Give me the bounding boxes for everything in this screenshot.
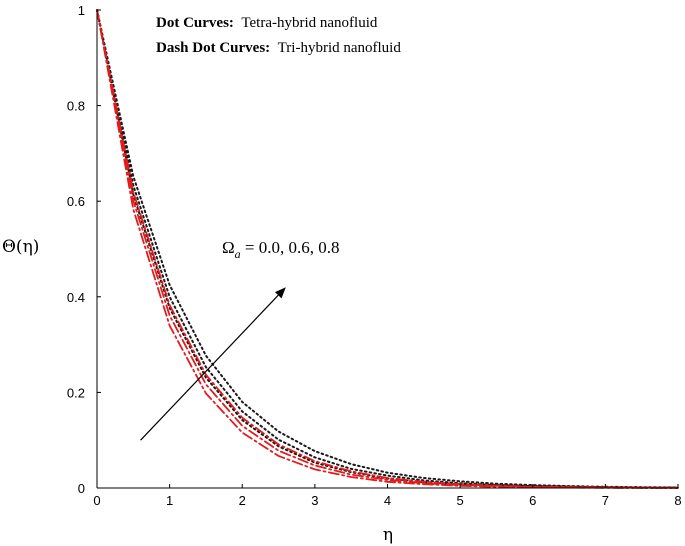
tetra-hybrid-curve (96, 9, 679, 489)
y-tick-label: 0.6 (67, 194, 85, 209)
x-ticks: 0 1 2 3 4 5 6 7 8 (93, 484, 682, 508)
y-ticks: 0 0.2 0.4 0.6 0.8 1 (67, 3, 101, 496)
y-tick-label: 0.8 (67, 99, 85, 114)
curves (96, 9, 679, 489)
trend-arrow (140, 294, 279, 441)
tetra-hybrid-curve (96, 9, 679, 489)
legend-entry-dashdot: Dash Dot Curves: Tri-hybrid nanofluid (156, 40, 401, 56)
legend-dot-title: Dot Curves: (156, 15, 234, 31)
legend: Dot Curves: Tetra-hybrid nanofluid Dash … (156, 15, 401, 56)
y-axis-label: Θ(η) (2, 237, 39, 257)
y-tick-label: 0.2 (67, 385, 85, 400)
legend-dashdot-text: Tri-hybrid nanofluid (278, 40, 402, 56)
x-tick-label: 5 (457, 493, 464, 508)
omega-subscript: a (235, 247, 241, 261)
x-tick-label: 0 (93, 493, 100, 508)
tri-hybrid-curve (96, 9, 679, 489)
x-tick-label: 6 (529, 493, 536, 508)
legend-dashdot-title: Dash Dot Curves: (156, 40, 270, 56)
arrow-head-icon (274, 287, 286, 299)
y-tick-label: 1 (78, 3, 85, 18)
tetra-hybrid-curve (96, 9, 679, 489)
x-tick-label: 1 (166, 493, 173, 508)
parameter-annotation: Ωa = 0.0, 0.6, 0.8 (140, 238, 339, 441)
x-tick-label: 3 (311, 493, 318, 508)
y-tick-label: 0.4 (67, 290, 85, 305)
x-tick-label: 2 (239, 493, 246, 508)
legend-dot-text: Tetra-hybrid nanofluid (241, 15, 377, 31)
annotation-text: Ωa = 0.0, 0.6, 0.8 (222, 238, 339, 261)
tri-hybrid-curve (96, 9, 679, 489)
y-tick-label: 0 (78, 481, 85, 496)
x-axis-label: η (383, 525, 393, 545)
legend-entry-dot: Dot Curves: Tetra-hybrid nanofluid (156, 15, 378, 31)
omega-symbol: Ω (222, 238, 235, 257)
x-tick-label: 4 (384, 493, 391, 508)
omega-values: = 0.0, 0.6, 0.8 (241, 238, 340, 257)
tri-hybrid-curve (96, 9, 679, 489)
x-tick-label: 8 (674, 493, 681, 508)
x-tick-label: 7 (602, 493, 609, 508)
